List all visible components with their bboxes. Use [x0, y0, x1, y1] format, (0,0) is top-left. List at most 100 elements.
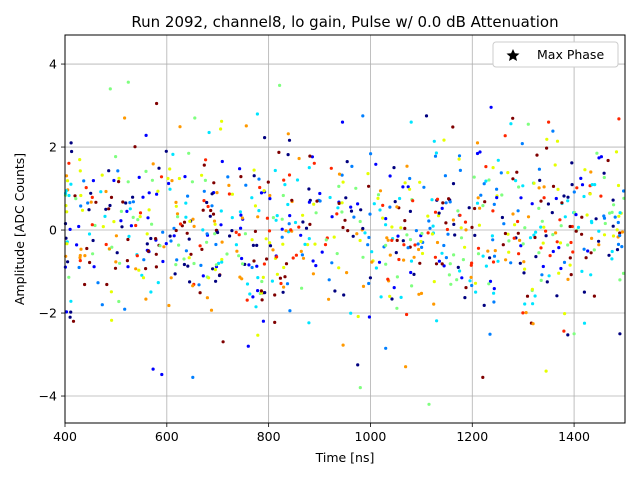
- data-point: [216, 230, 220, 235]
- data-point: [481, 204, 485, 208]
- data-point: [403, 181, 407, 185]
- data-point: [172, 226, 176, 230]
- data-point: [126, 180, 130, 184]
- data-point: [369, 152, 373, 156]
- data-point: [273, 320, 277, 324]
- data-point: [252, 168, 256, 172]
- data-point: [418, 261, 422, 265]
- data-point: [211, 267, 215, 271]
- data-point: [126, 237, 130, 242]
- data-point: [320, 250, 324, 254]
- data-point: [288, 309, 292, 313]
- data-point: [281, 193, 285, 198]
- data-point: [185, 231, 189, 235]
- data-point: [184, 201, 188, 205]
- data-point: [610, 249, 614, 254]
- x-axis-label: Time [ns]: [315, 450, 375, 465]
- data-point: [192, 224, 196, 228]
- data-point: [159, 175, 164, 179]
- data-point: [256, 276, 260, 280]
- data-point: [370, 250, 374, 254]
- data-point: [275, 214, 279, 218]
- data-point: [381, 203, 385, 207]
- data-point: [487, 178, 491, 182]
- data-point: [368, 212, 372, 216]
- data-point: [618, 233, 622, 238]
- data-point: [537, 186, 541, 190]
- data-point: [151, 162, 155, 166]
- data-point: [492, 291, 496, 295]
- data-point: [526, 122, 530, 126]
- data-point: [392, 166, 396, 170]
- data-point: [351, 234, 355, 238]
- data-point: [341, 343, 345, 347]
- data-point: [210, 192, 214, 196]
- data-point: [441, 201, 445, 205]
- data-point: [406, 185, 410, 189]
- data-point: [154, 265, 158, 269]
- data-point: [590, 183, 594, 187]
- data-point: [144, 267, 148, 271]
- data-point: [484, 179, 488, 183]
- data-point: [312, 202, 316, 206]
- data-point: [424, 114, 429, 118]
- data-point: [256, 289, 260, 293]
- data-point: [521, 184, 525, 188]
- data-point: [337, 184, 341, 188]
- data-point: [608, 211, 612, 215]
- data-point: [123, 307, 127, 311]
- data-point: [562, 260, 567, 264]
- data-point: [244, 183, 248, 187]
- data-point: [154, 237, 158, 241]
- data-point: [134, 223, 138, 228]
- data-point: [427, 219, 431, 223]
- data-point: [539, 199, 543, 203]
- data-point: [174, 228, 178, 233]
- data-point: [255, 112, 259, 116]
- data-point: [64, 191, 68, 195]
- data-point: [164, 242, 168, 246]
- data-point: [479, 193, 483, 197]
- data-point: [113, 266, 118, 270]
- data-point: [532, 233, 536, 237]
- data-point: [261, 275, 265, 279]
- data-point: [205, 200, 209, 205]
- data-point: [417, 247, 421, 252]
- data-point: [202, 189, 206, 193]
- data-point: [147, 208, 151, 212]
- legend-star-icon: [506, 49, 520, 61]
- data-point: [188, 280, 192, 284]
- data-point: [93, 223, 97, 228]
- data-point: [255, 264, 259, 268]
- data-point: [530, 202, 534, 206]
- data-point: [91, 238, 95, 243]
- data-point: [178, 222, 183, 226]
- data-point: [240, 216, 244, 220]
- data-point: [280, 217, 284, 221]
- data-point: [268, 197, 272, 201]
- data-point: [540, 219, 544, 223]
- data-point: [188, 219, 192, 223]
- data-point: [337, 201, 341, 205]
- data-point: [616, 242, 621, 246]
- data-point: [551, 129, 555, 133]
- data-point: [390, 238, 394, 242]
- data-point: [481, 375, 485, 379]
- data-point: [620, 245, 624, 249]
- data-point: [121, 200, 125, 204]
- data-point: [240, 277, 244, 281]
- data-point: [580, 232, 584, 236]
- data-point: [336, 206, 340, 210]
- data-point: [422, 185, 426, 189]
- data-point: [437, 211, 441, 215]
- data-point: [458, 168, 462, 172]
- data-point: [593, 183, 597, 187]
- data-point: [184, 215, 188, 219]
- data-point: [157, 166, 161, 170]
- data-point: [146, 249, 150, 253]
- data-point: [442, 243, 446, 248]
- data-point: [516, 231, 520, 235]
- data-point: [104, 207, 108, 211]
- data-point: [190, 180, 194, 184]
